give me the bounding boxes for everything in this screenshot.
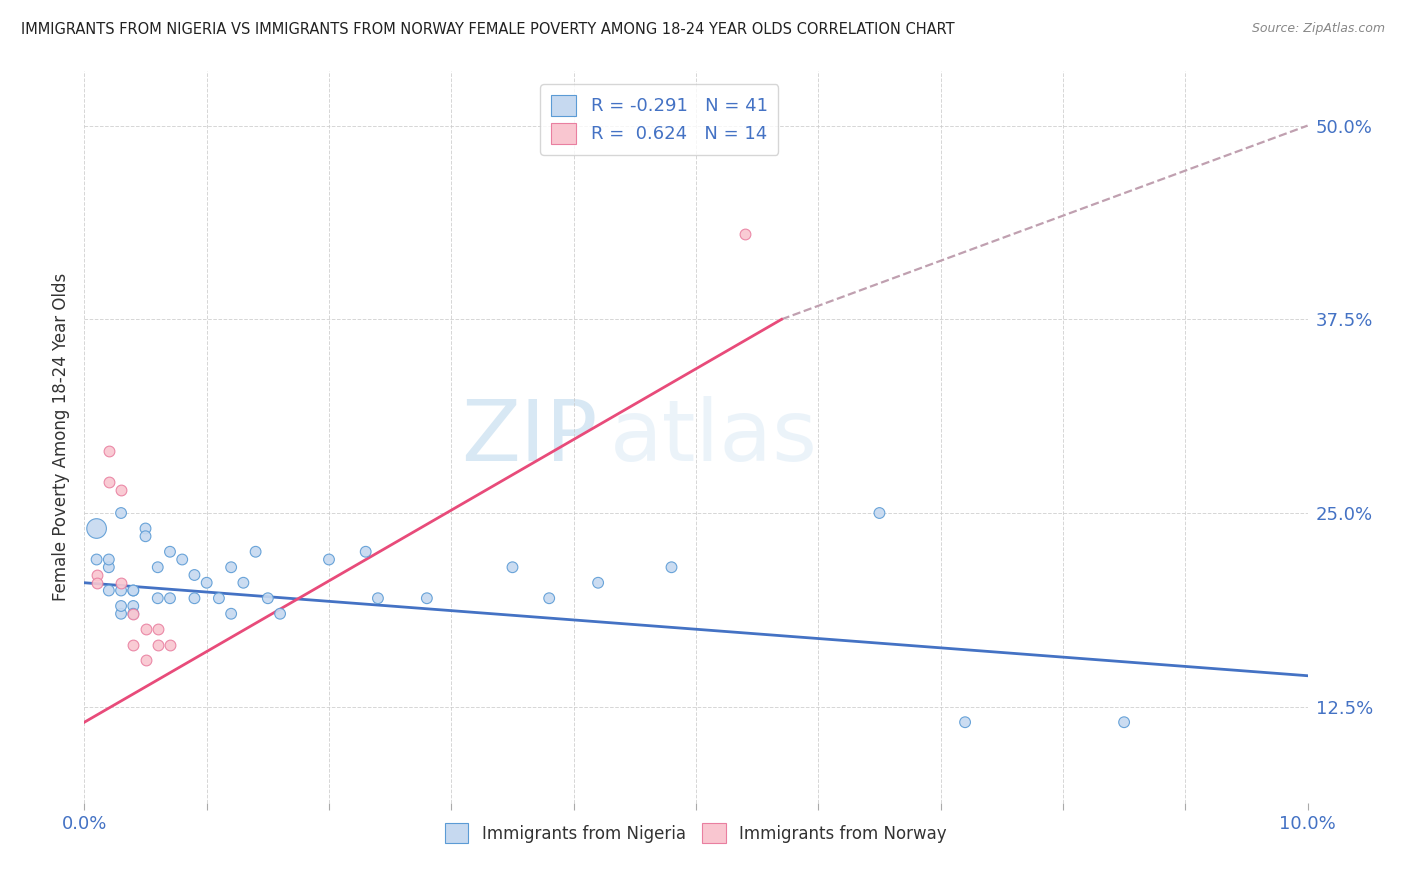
Point: [97, 560, 120, 574]
Point: [869, 506, 891, 520]
Point: [183, 591, 205, 606]
Point: [183, 568, 205, 582]
Point: [257, 591, 280, 606]
Y-axis label: Female Poverty Among 18-24 Year Olds: Female Poverty Among 18-24 Year Olds: [52, 273, 70, 601]
Text: IMMIGRANTS FROM NIGERIA VS IMMIGRANTS FROM NORWAY FEMALE POVERTY AMONG 18-24 YEA: IMMIGRANTS FROM NIGERIA VS IMMIGRANTS FR…: [21, 22, 955, 37]
Point: [416, 591, 439, 606]
Text: atlas: atlas: [610, 395, 818, 479]
Point: [219, 560, 242, 574]
Point: [159, 638, 181, 652]
Point: [146, 591, 169, 606]
Point: [195, 575, 218, 590]
Point: [734, 227, 756, 241]
Point: [953, 715, 976, 730]
Legend: Immigrants from Nigeria, Immigrants from Norway: Immigrants from Nigeria, Immigrants from…: [439, 817, 953, 849]
Text: ZIP: ZIP: [461, 395, 598, 479]
Point: [269, 607, 291, 621]
Point: [86, 552, 108, 566]
Point: [661, 560, 683, 574]
Point: [208, 591, 231, 606]
Point: [146, 560, 169, 574]
Point: [219, 607, 242, 621]
Point: [367, 591, 389, 606]
Point: [232, 575, 254, 590]
Text: Source: ZipAtlas.com: Source: ZipAtlas.com: [1251, 22, 1385, 36]
Point: [146, 622, 169, 636]
Point: [86, 575, 108, 590]
Point: [110, 483, 132, 497]
Point: [97, 444, 120, 458]
Point: [146, 638, 169, 652]
Point: [135, 653, 157, 667]
Point: [110, 607, 132, 621]
Point: [135, 522, 157, 536]
Point: [110, 583, 132, 598]
Point: [1114, 715, 1136, 730]
Point: [135, 529, 157, 543]
Point: [110, 506, 132, 520]
Point: [97, 475, 120, 489]
Point: [354, 545, 377, 559]
Point: [86, 522, 108, 536]
Point: [110, 575, 132, 590]
Point: [122, 599, 145, 613]
Point: [110, 599, 132, 613]
Point: [245, 545, 267, 559]
Point: [159, 545, 181, 559]
Point: [122, 583, 145, 598]
Point: [122, 607, 145, 621]
Point: [318, 552, 340, 566]
Point: [502, 560, 524, 574]
Point: [159, 591, 181, 606]
Point: [97, 583, 120, 598]
Point: [97, 552, 120, 566]
Point: [172, 552, 194, 566]
Point: [122, 638, 145, 652]
Point: [122, 607, 145, 621]
Point: [586, 575, 609, 590]
Point: [122, 583, 145, 598]
Point: [86, 568, 108, 582]
Point: [538, 591, 561, 606]
Point: [135, 622, 157, 636]
